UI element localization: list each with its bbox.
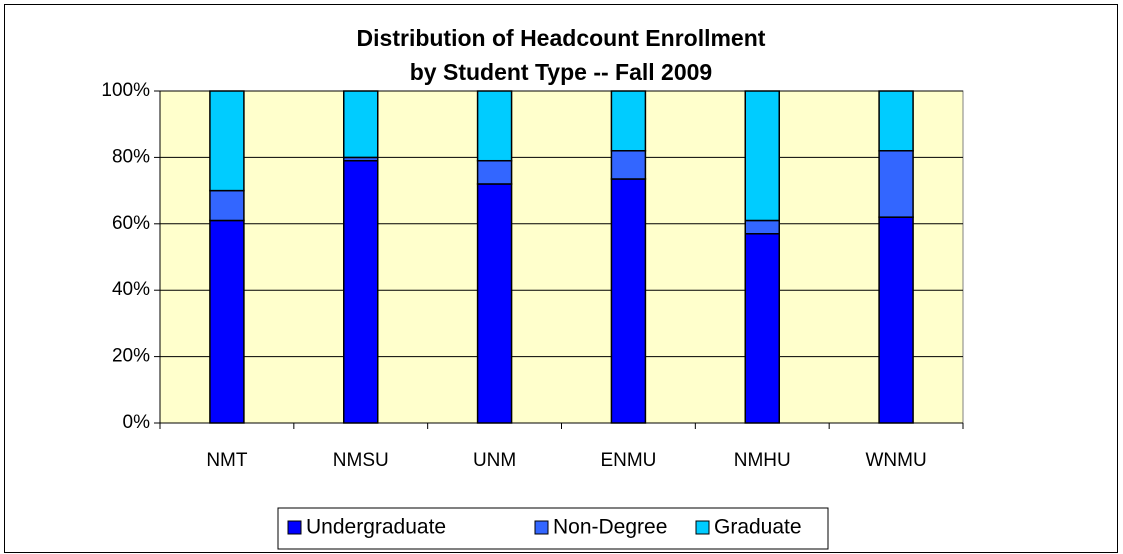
bar-segment (476, 159, 513, 185)
legend-label: Graduate (714, 516, 802, 539)
x-tick-label: UNM (473, 450, 516, 471)
x-tick-label: NMHU (734, 450, 791, 471)
bar-segment (209, 189, 245, 222)
y-tick-label: 40% (112, 279, 150, 300)
legend-swatch (534, 520, 549, 535)
bar-segment (343, 159, 379, 424)
y-tick-label: 60% (112, 213, 150, 234)
legend-swatch (287, 520, 302, 535)
y-tick-label: 0% (123, 412, 151, 433)
x-tick-label: WNMU (865, 450, 926, 471)
chart-title: Distribution of Headcount Enrollment (357, 25, 766, 51)
legend-box (277, 507, 829, 550)
x-tick-label: ENMU (600, 450, 656, 471)
bar-segment (744, 233, 780, 424)
bar-segment (878, 150, 914, 218)
chart-title: by Student Type -- Fall 2009 (410, 59, 712, 85)
bar-segment (744, 219, 780, 235)
plot-area (159, 90, 964, 424)
y-tick-label: 80% (112, 146, 150, 167)
bar-segment (744, 90, 780, 222)
bar-segment (209, 219, 245, 424)
legend-label: Non-Degree (553, 516, 667, 539)
bar-segment (610, 178, 647, 424)
y-tick-label: 100% (101, 80, 150, 101)
bar-segment (343, 90, 379, 159)
bar-segment (610, 150, 647, 180)
x-tick-label: NMT (206, 450, 248, 471)
y-tick-label: 20% (112, 346, 150, 367)
bar-segment (476, 183, 513, 424)
bar-segment (610, 90, 647, 152)
bar-segment (878, 216, 914, 424)
legend-label: Undergraduate (306, 516, 446, 539)
bar-segment (209, 90, 245, 192)
legend-swatch (695, 520, 710, 535)
bar-segment (476, 90, 513, 162)
x-tick-label: NMSU (333, 450, 389, 471)
bar-segment (878, 90, 914, 152)
